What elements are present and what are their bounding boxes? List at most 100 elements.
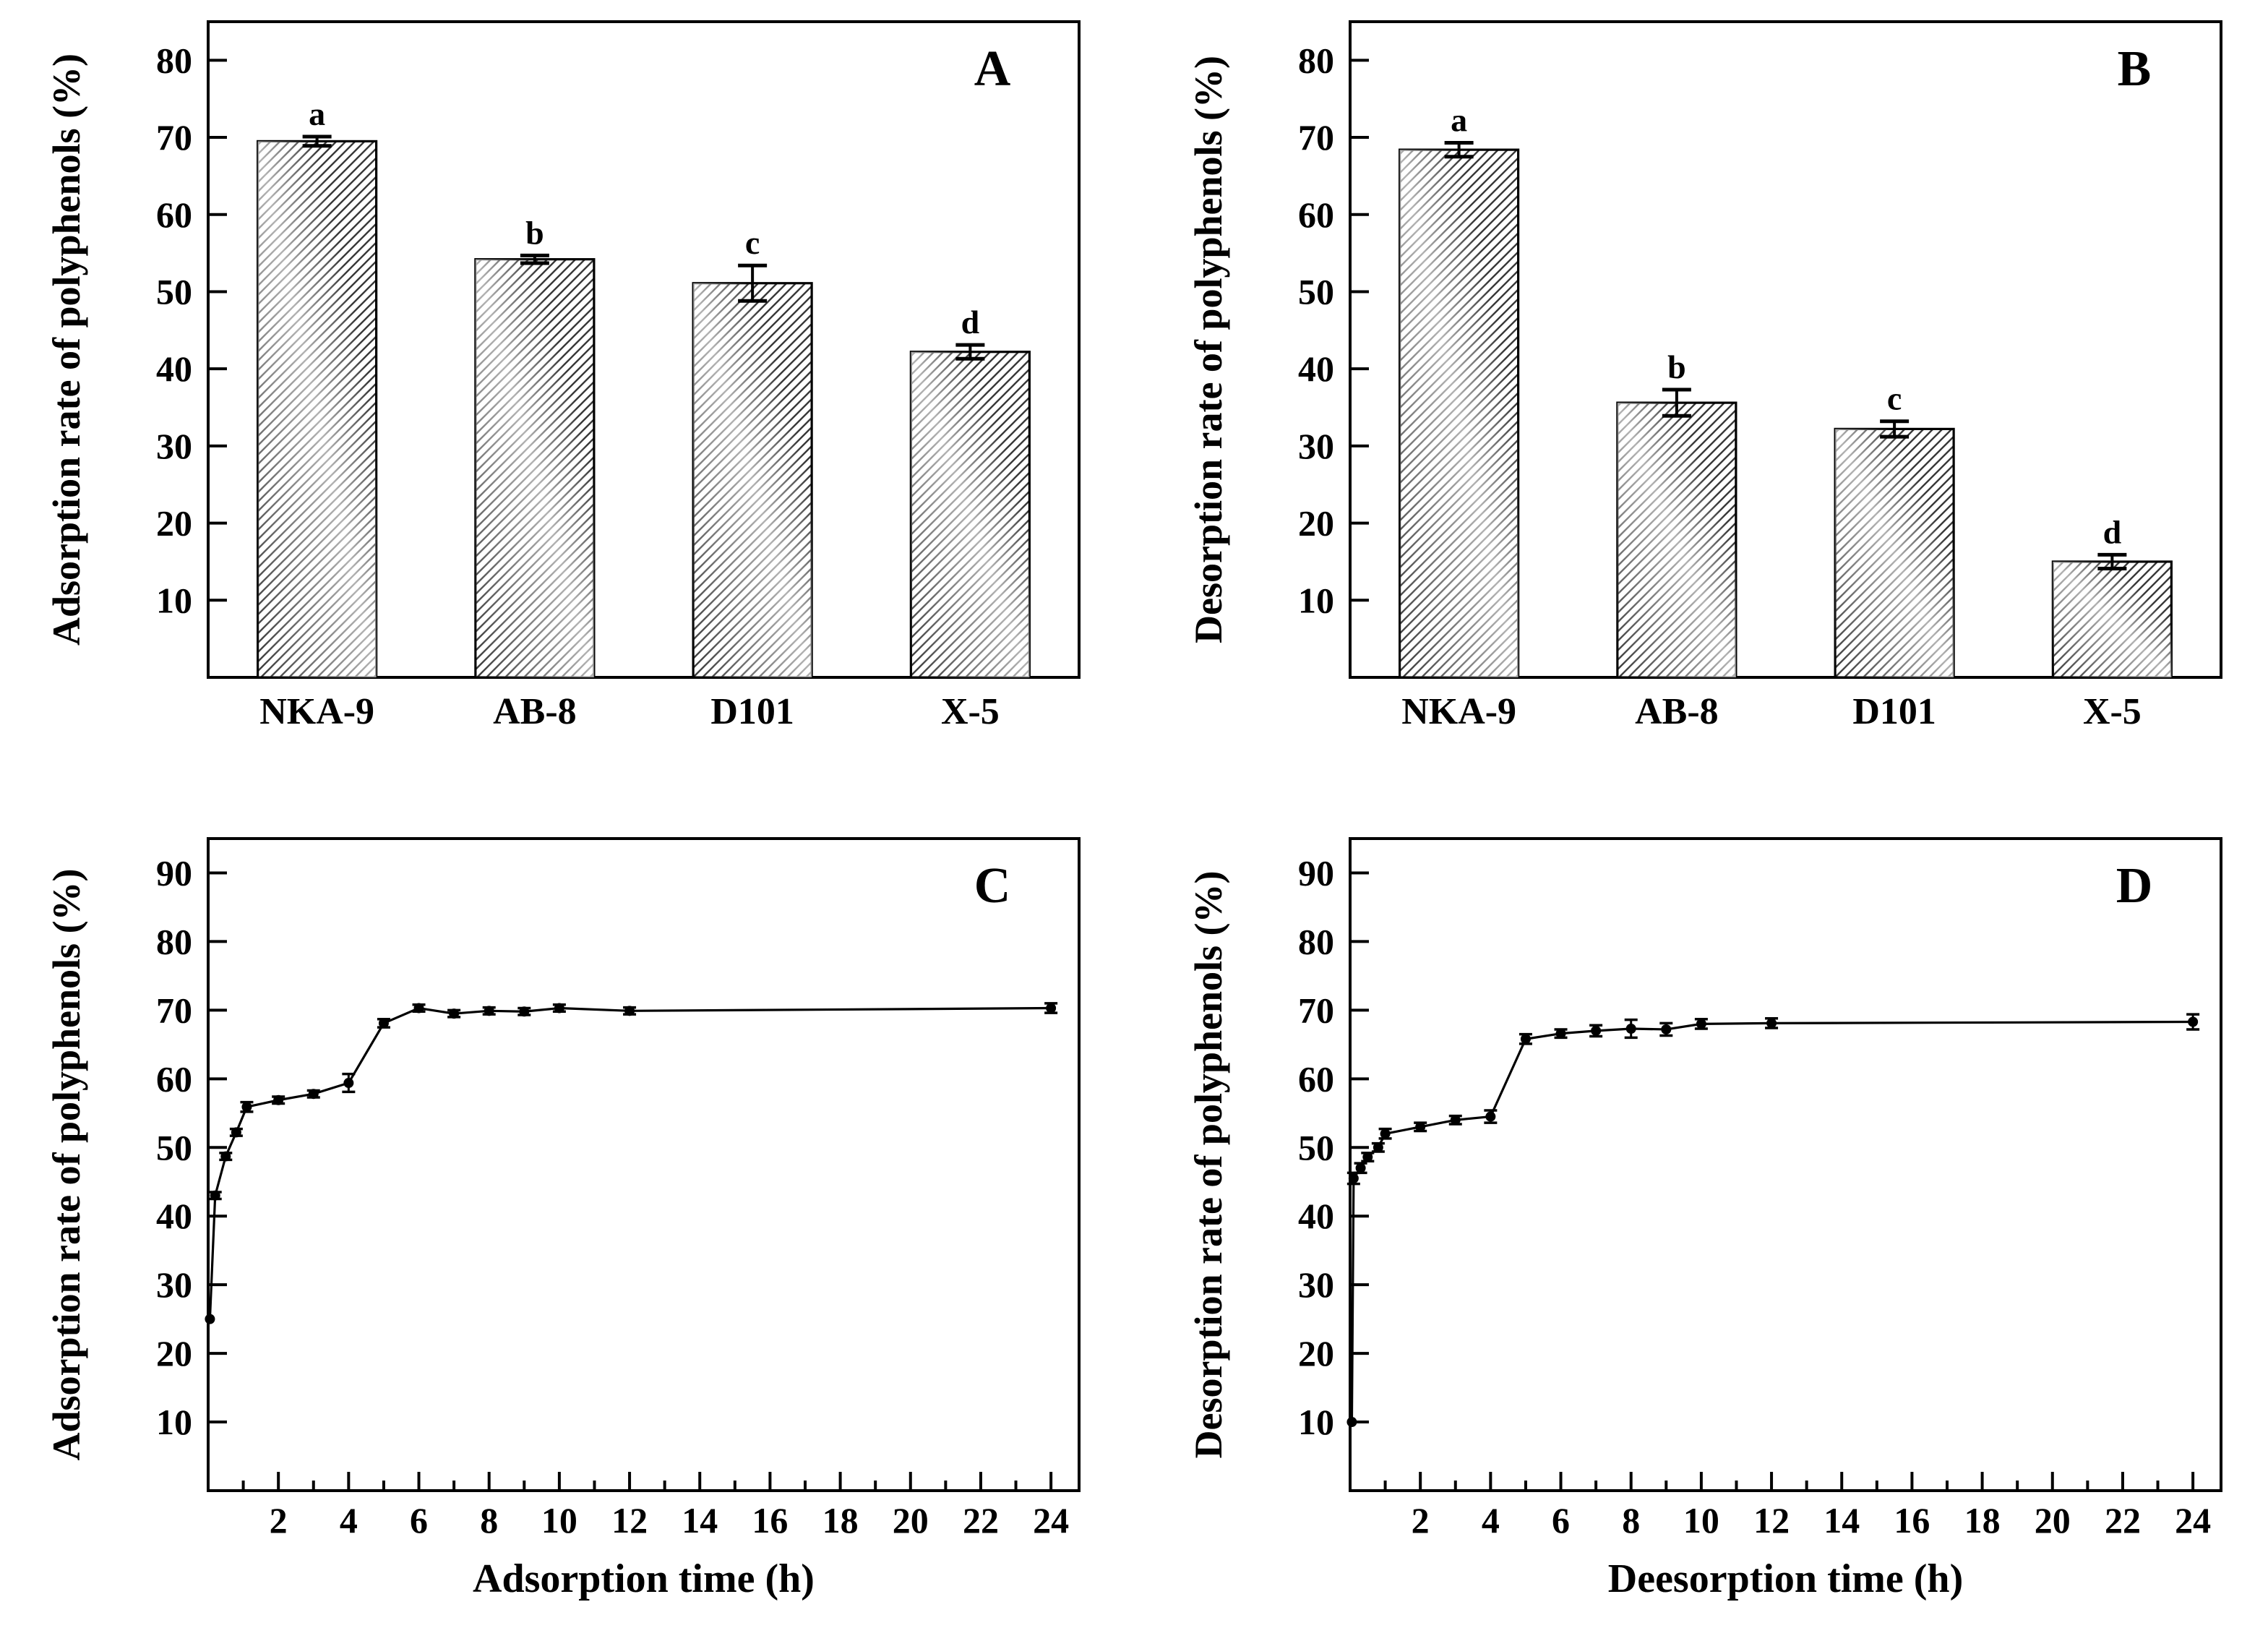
y-tick-label: 30 [156,1264,192,1305]
data-point [1450,1115,1461,1126]
y-tick-label: 20 [156,503,192,544]
panel-c: 10 20 30 40 50 60 70 80 90 Adsorption rate of pol… [27,818,1112,1628]
y-tick-label: 40 [156,348,192,389]
category-label: D101 [710,691,794,732]
significance-letter: b [1667,348,1686,385]
x-axis-title: Adsorption time (h) [473,1556,815,1601]
data-point [1661,1024,1672,1034]
data-point [1046,1003,1057,1014]
significance-letter: a [309,95,325,132]
error-bar [955,343,985,361]
data-point [205,1314,215,1324]
data-point [220,1151,231,1162]
x-tick-label: 2 [270,1500,288,1541]
category-label: X-5 [941,691,1000,732]
figure-bottom-row: 10 20 30 40 50 60 70 80 90 Adsorption rate of pol… [27,818,2268,1628]
category-label: X-5 [2083,691,2142,732]
significance-letter: a [1451,102,1467,139]
y-axis-title: Desorption rate of polyphenols (%) [1187,871,1230,1459]
category-label: AB-8 [493,691,577,732]
desorption-kinetics-line-chart: 10 20 30 40 50 60 70 80 90 Desorption rate of pol… [1187,837,2222,1601]
x-tick-label: 20 [2035,1500,2071,1541]
data-point [378,1018,389,1029]
data-point [413,1003,424,1014]
data-point [449,1008,460,1019]
error-bar [738,263,768,303]
data-point [1766,1018,1777,1029]
x-tick-label: 10 [541,1500,577,1541]
y-tick-label: 80 [1298,921,1334,961]
data-point [554,1003,564,1014]
y-tick-label: 70 [156,990,192,1030]
data-series [1346,1013,2200,1428]
y-axis: 10 20 30 40 50 60 70 80 90 [156,852,227,1442]
y-tick-label: 90 [1298,852,1334,893]
panel-letter: D [2116,858,2153,914]
data-point [519,1006,530,1017]
x-tick-label: 22 [2105,1500,2141,1541]
y-tick-label: 60 [1298,1058,1334,1099]
data-point [1520,1034,1531,1045]
y-tick-label: 50 [1298,271,1334,312]
plot-frame [207,837,1081,1492]
data-point [241,1102,252,1113]
y-tick-label: 80 [1298,40,1334,80]
data-point [484,1006,494,1016]
y-tick-label: 20 [1298,1333,1334,1374]
y-tick-label: 30 [156,426,192,466]
plot-frame [207,20,1081,679]
bar-sheen [257,141,377,678]
series-line [208,1006,1052,1319]
y-tick-label: 30 [1298,1264,1334,1305]
y-tick-label: 10 [156,580,192,620]
x-tick-label: 16 [752,1500,788,1541]
plot-frame [1349,20,2222,679]
significance-letter: d [961,304,980,340]
y-axis-title: Adsorption rate of polyphenols (%) [45,53,88,646]
data-point [1373,1142,1383,1153]
y-tick-label: 80 [156,921,192,961]
bar-series: a NKA-9 b AB-8 c D101 d X-5 [257,95,1031,732]
y-tick-label: 80 [156,40,192,80]
data-point [1591,1025,1602,1036]
x-tick-label: 20 [893,1500,929,1541]
y-tick-label: 20 [1298,503,1334,544]
data-point [1485,1111,1496,1122]
x-tick-label: 18 [822,1500,859,1541]
plot-frame [1349,837,2222,1492]
significance-letter: d [2103,513,2122,550]
x-axis: 2 4 6 8 10 12 14 16 18 20 22 24 [1383,1472,2211,1541]
panel-letter: C [974,858,1011,914]
panel-a: 10 20 30 40 50 60 70 80 Adsorption rate of polyp… [27,9,1112,789]
x-tick-label: 12 [1753,1500,1790,1541]
x-tick-label: 8 [480,1500,498,1541]
data-point [1362,1152,1373,1162]
x-tick-label: 4 [340,1500,358,1541]
x-tick-label: 6 [1552,1500,1570,1541]
y-tick-label: 50 [156,1127,192,1168]
error-bar [2097,552,2127,571]
x-tick-label: 2 [1412,1500,1430,1541]
adsorption-kinetics-line-chart: 10 20 30 40 50 60 70 80 90 Adsorption rate of pol… [45,837,1081,1601]
y-tick-label: 70 [156,117,192,158]
data-series [205,1002,1058,1324]
data-point [1555,1028,1566,1039]
x-axis: 2 4 6 8 10 12 14 16 18 20 22 24 [241,1472,1069,1541]
y-axis-title: Adsorption rate of polyphenols (%) [45,868,88,1460]
data-point [1415,1121,1426,1132]
panel-letter: B [2118,41,2152,97]
y-axis-title: Desorption rate of polyphenols (%) [1187,56,1230,643]
series-line [1350,1020,2194,1423]
adsorption-rate-bar-chart: 10 20 30 40 50 60 70 80 Adsorption rate of polyp… [45,20,1081,732]
y-tick-label: 50 [156,271,192,312]
bar-sheen [475,259,594,677]
y-axis: 10 20 30 40 50 60 70 80 [156,40,227,620]
y-axis: 10 20 30 40 50 60 70 80 90 [1298,852,1369,1442]
x-tick-label: 10 [1683,1500,1719,1541]
x-tick-label: 14 [682,1500,718,1541]
y-tick-label: 60 [156,194,192,235]
error-bar [1444,141,1474,159]
data-point [273,1094,284,1105]
data-point [1696,1019,1706,1029]
data-point [1346,1417,1357,1428]
